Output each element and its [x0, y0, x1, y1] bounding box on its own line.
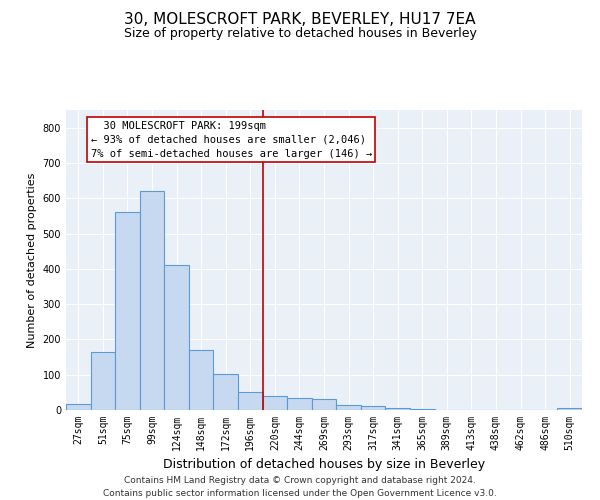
Bar: [115, 212, 140, 410]
Text: 30 MOLESCROFT PARK: 199sqm
← 93% of detached houses are smaller (2,046)
7% of se: 30 MOLESCROFT PARK: 199sqm ← 93% of deta…: [91, 120, 372, 158]
Bar: [336, 406, 361, 410]
Text: 30, MOLESCROFT PARK, BEVERLEY, HU17 7EA: 30, MOLESCROFT PARK, BEVERLEY, HU17 7EA: [124, 12, 476, 28]
X-axis label: Distribution of detached houses by size in Beverley: Distribution of detached houses by size …: [163, 458, 485, 471]
Bar: [557, 408, 582, 410]
Bar: [361, 406, 385, 410]
Bar: [66, 404, 91, 410]
Bar: [214, 374, 238, 410]
Text: Size of property relative to detached houses in Beverley: Size of property relative to detached ho…: [124, 28, 476, 40]
Bar: [140, 191, 164, 410]
Bar: [91, 352, 115, 410]
Bar: [189, 350, 214, 410]
Bar: [312, 400, 336, 410]
Bar: [263, 396, 287, 410]
Text: Contains HM Land Registry data © Crown copyright and database right 2024.
Contai: Contains HM Land Registry data © Crown c…: [103, 476, 497, 498]
Bar: [287, 398, 312, 410]
Bar: [385, 408, 410, 410]
Bar: [164, 266, 189, 410]
Bar: [410, 409, 434, 410]
Bar: [238, 392, 263, 410]
Y-axis label: Number of detached properties: Number of detached properties: [27, 172, 37, 348]
